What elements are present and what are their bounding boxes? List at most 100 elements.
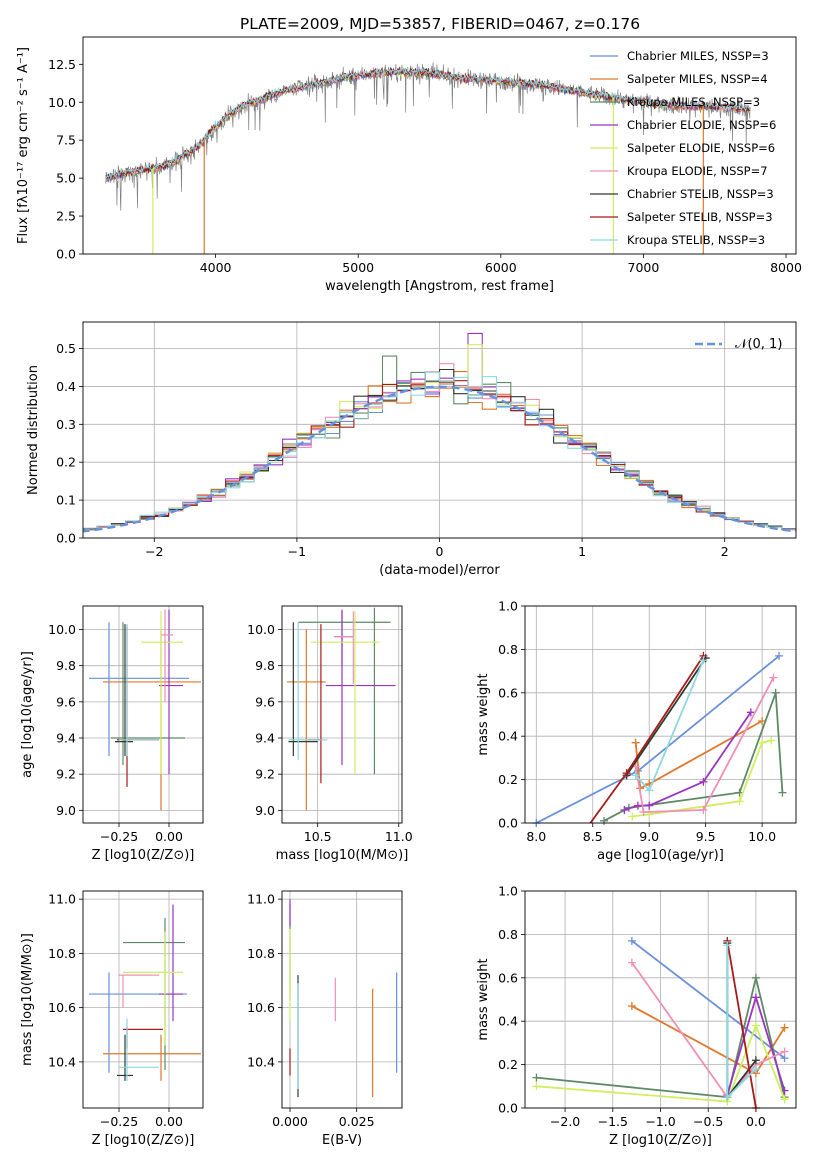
y-tick-label: 0.4 [56, 379, 76, 394]
weight-marker-4 [735, 797, 744, 806]
y-tick-label: 1.0 [498, 884, 518, 899]
weight-marker-2 [778, 788, 787, 797]
y-tick-label: 0.0 [56, 531, 76, 546]
weight-marker-8 [723, 1093, 732, 1102]
weight-marker-8 [631, 771, 640, 780]
age-weight-panel: 8.0 8.5 9.0 9.5 10.0 0.0 0.2 0.4 0.6 0.8 1.0 age [l… [476, 599, 797, 863]
Z-mass-panel: −0.25 0.00 10.4 10.6 10.8 11.0 Z [log10(Z/Z⊙)]… [20, 890, 204, 1148]
weight-marker-5 [780, 1047, 789, 1056]
y-tick-label: 0.0 [498, 1101, 518, 1116]
x-tick-label: 11.0 [385, 829, 413, 844]
figure-title: PLATE=2009, MJD=53857, FIBERID=0467, z=0… [240, 15, 640, 33]
x-tick-label: −0.5 [693, 1114, 723, 1129]
y-tick-label: 10.0 [48, 622, 76, 637]
y-tick-label: 0.4 [498, 1014, 518, 1029]
y-tick-label: 10.8 [247, 946, 275, 961]
x-axis-label: (data-model)/error [379, 563, 500, 578]
y-tick-label: 9.6 [56, 694, 76, 709]
axes-frame [524, 890, 797, 1109]
y-axis-label: age [log10(age/yr)] [20, 651, 35, 778]
weight-marker-1 [631, 738, 640, 747]
legend-label-1: Salpeter MILES, NSSP=4 [627, 72, 768, 86]
x-tick-label: 10.5 [304, 829, 332, 844]
weight-marker-6 [751, 1056, 760, 1065]
y-tick-label: 1.0 [498, 599, 518, 614]
y-tick-label: 0.6 [498, 685, 518, 700]
legend-label-3: Chabrier ELODIE, NSSP=6 [627, 118, 776, 132]
y-tick-label: 10.4 [48, 1054, 76, 1069]
weight-marker-3 [746, 708, 755, 717]
x-axis-label: wavelength [Angstrom, rest frame] [325, 279, 554, 294]
y-tick-label: 10.6 [48, 1000, 76, 1015]
weight-line-5 [634, 677, 775, 814]
y-tick-label: 9.4 [56, 731, 76, 746]
EBV-mass-panel: 0.000 0.025 10.4 10.6 10.8 11.0 E(B-V) [247, 890, 403, 1148]
weight-marker-4 [628, 812, 637, 821]
y-tick-label: 0.3 [56, 417, 76, 432]
y-tick-label: 7.5 [56, 133, 76, 148]
y-tick-label: 0.2 [56, 455, 76, 470]
weight-marker-0 [627, 936, 636, 945]
weight-line-4 [536, 1022, 786, 1103]
legend: Chabrier MILES, NSSP=3 Salpeter MILES, NS… [590, 49, 776, 247]
weight-marker-5 [699, 805, 708, 814]
x-axis-label: mass [log10(M/M⊙)] [276, 848, 409, 863]
y-tick-label: 5.0 [56, 171, 76, 186]
weight-line-7 [726, 940, 757, 1108]
weight-marker-1 [627, 1002, 636, 1011]
weight-marker-4 [780, 1095, 789, 1104]
y-tick-label: 9.4 [255, 731, 275, 746]
y-tick-label: 0.0 [498, 816, 518, 831]
x-tick-label: 5000 [342, 260, 374, 275]
weight-line-0 [631, 940, 786, 1059]
y-tick-label: 10.8 [48, 946, 76, 961]
y-tick-label: 9.8 [56, 658, 76, 673]
weight-marker-3 [751, 993, 760, 1002]
weight-marker-2 [600, 816, 609, 825]
weight-marker-8 [723, 941, 732, 950]
axes-frame [82, 321, 797, 539]
weight-marker-1 [780, 1023, 789, 1032]
x-tick-label: 0 [436, 544, 444, 559]
x-tick-label: 10.0 [748, 829, 776, 844]
y-tick-label: 0.5 [56, 341, 76, 356]
x-tick-label: 0.00 [155, 829, 183, 844]
y-tick-label: 2.5 [56, 209, 76, 224]
y-tick-label: 0.2 [498, 772, 518, 787]
axes-frame [281, 890, 403, 1109]
x-tick-label: 7000 [628, 260, 660, 275]
legend-label-5: Kroupa ELODIE, NSSP=7 [627, 164, 768, 178]
x-tick-label: −1.5 [598, 1114, 628, 1129]
legend-label-8: Kroupa STELIB, NSSP=3 [627, 233, 765, 247]
legend-label-normal: 𝒩(0, 1) [735, 337, 782, 352]
weight-line-5 [631, 962, 785, 1099]
spectrum-panel: 4000 5000 6000 7000 8000 0.0 2.5 5.0 7.5 10.0 12.5… [16, 36, 802, 294]
residuals-panel: −2 −1 0 1 2 0.0 0.1 0.2 0.3 0.4 0.5 (data-model)/er… [26, 321, 797, 578]
x-tick-label: 0.00 [155, 1114, 183, 1129]
weight-marker-2 [532, 1073, 541, 1082]
y-tick-label: 0.4 [498, 729, 518, 744]
y-axis-label: Normed distribution [26, 365, 41, 495]
x-tick-label: 1 [578, 544, 586, 559]
weight-line-0 [535, 655, 780, 823]
Z-age-panel: −0.25 0.00 9.0 9.2 9.4 9.6 9.8 10.0 Z [log10(Z/Z… [20, 605, 204, 863]
y-tick-label: 11.0 [247, 892, 275, 907]
weight-marker-3 [699, 777, 708, 786]
weight-marker-8 [699, 656, 708, 665]
Z-weight-panel: −2.0 −1.5 −1.0 −0.5 0.0 0.0 0.2 0.4 0.6 0.8 1.0 Z [… [476, 884, 797, 1148]
weight-marker-4 [532, 1082, 541, 1091]
axes-frame [281, 605, 403, 824]
y-tick-label: 0.1 [56, 493, 76, 508]
y-tick-label: 10.6 [247, 1000, 275, 1015]
weight-marker-3 [645, 801, 654, 810]
y-tick-label: 9.0 [56, 803, 76, 818]
legend-label-0: Chabrier MILES, NSSP=3 [627, 49, 769, 63]
y-axis-label: mass [log10(M/M⊙)] [20, 933, 35, 1066]
x-axis-label: E(B-V) [322, 1133, 362, 1148]
histogram-series-8 [83, 371, 796, 532]
legend-label-6: Chabrier STELIB, NSSP=3 [627, 187, 774, 201]
x-tick-label: 8.0 [526, 829, 546, 844]
weight-marker-8 [751, 1064, 760, 1073]
x-tick-label: −2.0 [550, 1114, 580, 1129]
model-spectrum-8 [105, 67, 751, 179]
